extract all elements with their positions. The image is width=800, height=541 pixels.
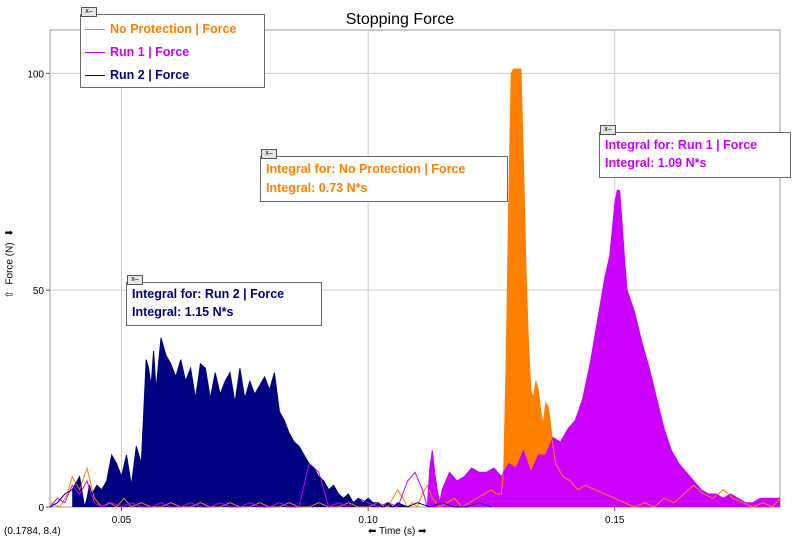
integral-area-no-protection-force [503,69,554,507]
x-axis-label[interactable]: ⬅ Time (s) ➡ [368,526,426,537]
legend-label-run-1: Run 1 | Force [110,45,190,59]
integral-value-run-1: Integral: 1.09 N*s [605,156,707,170]
y-axis-label-group[interactable]: ⇧ Force (N) ⬇ [2,220,20,310]
x-axis-label-text: Time (s) [379,526,416,537]
cursor-coordinate-readout: (0.1784, 8.4) [4,526,61,537]
integral-box-run-1[interactable]: x– Integral for: Run 1 | Force Integral:… [599,125,791,178]
legend-item-run-2: Run 2 | Force [81,67,264,87]
integral-value-no-protection: Integral: 0.73 N*s [266,181,368,195]
integral-area-run-2-force [72,337,408,507]
legend-label-no-protection: No Protection | Force [110,22,237,36]
series-line-run-2-force [49,337,492,508]
integral-box-run-2[interactable]: x– Integral for: Run 2 | Force Integral:… [126,275,322,326]
series-line-no-protection-force [49,68,781,508]
y-axis-label-text: Force (N) [4,242,16,285]
legend[interactable]: x– No Protection | Force Run 1 | Force R… [80,7,265,88]
integral-close-control-run-2[interactable]: x– [127,275,143,285]
integral-close-control-run-1[interactable]: x– [600,125,616,135]
integral-box-no-protection[interactable]: x– Integral for: No Protection | Force I… [260,149,508,202]
integral-title-run-1: Integral for: Run 1 | Force [605,138,758,152]
integral-close-control-no-protection[interactable]: x– [261,149,277,159]
y-axis-label: ⇧ Force (N) ⬇ [4,228,16,299]
y-tick-label: 50 [33,286,45,297]
integral-title-no-protection: Integral for: No Protection | Force [266,162,466,176]
y-tick-label: 0 [38,503,44,514]
chart-title: Stopping Force [346,11,455,28]
integral-value-run-2: Integral: 1.15 N*s [132,305,234,319]
legend-close-control[interactable]: x– [81,7,97,17]
x-tick-label: 0.10 [358,515,378,526]
legend-swatch-run-2 [85,75,105,76]
x-axis-right-arrow-icon: ➡ [418,526,427,537]
integral-title-run-2: Integral for: Run 2 | Force [132,287,285,301]
x-tick-label: 0.05 [112,515,132,526]
x-tick-label: 0.15 [605,515,625,526]
legend-item-run-1: Run 1 | Force [81,44,264,64]
legend-item-no-protection: No Protection | Force [81,21,264,41]
y-tick-label: 100 [27,69,44,80]
legend-label-run-2: Run 2 | Force [110,68,190,82]
series-line-run-1-force [49,189,780,508]
legend-swatch-run-1 [85,52,105,53]
integral-area-run-1-force [427,190,780,507]
x-axis-left-arrow-icon: ⬅ [368,526,377,537]
legend-swatch-no-protection [85,29,105,30]
